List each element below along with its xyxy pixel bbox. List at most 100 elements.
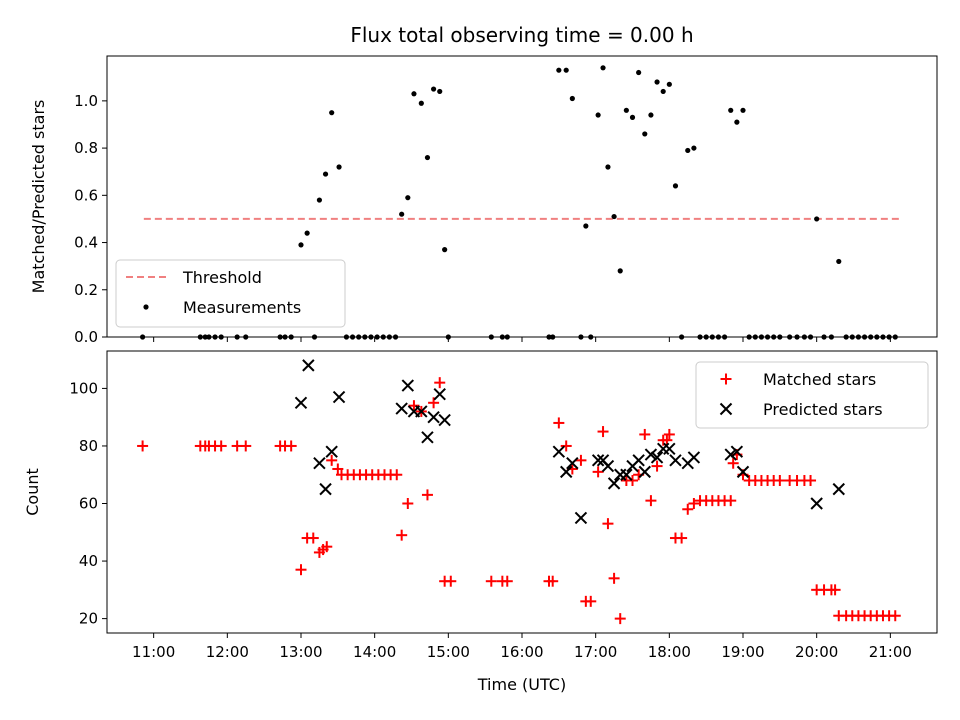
matched-point (307, 532, 319, 544)
measurements-legend-label: Measurements (183, 298, 301, 317)
matched-legend-label: Matched stars (763, 370, 876, 389)
x-tick-label: 21:00 (869, 643, 912, 661)
measurement-point (411, 91, 417, 97)
predicted-point-b (663, 442, 676, 456)
predicted-point (810, 497, 823, 510)
predicted-point (736, 465, 750, 479)
predicted-point-b (421, 431, 434, 444)
measurement-point (424, 154, 431, 161)
top-y-tick-label: 0.6 (74, 186, 98, 204)
predicted-point (607, 477, 621, 490)
measurement-point (642, 131, 648, 137)
matched-point (485, 575, 497, 587)
predicted-point-b (620, 468, 633, 481)
measurement-point (600, 65, 606, 71)
predicted-point-b (591, 454, 605, 467)
measurement-point (672, 183, 679, 189)
predicted-point (601, 459, 615, 473)
matched-legend-marker (720, 373, 732, 385)
matched-point (627, 474, 639, 486)
bottom-y-axis-label: Count (23, 468, 42, 516)
measurement-point (728, 107, 734, 113)
matched-point (215, 440, 227, 452)
measurement-point (605, 164, 611, 170)
matched-point (421, 489, 433, 501)
measurement-point (418, 100, 424, 106)
matched-point (428, 397, 440, 409)
measurement-point (569, 95, 575, 102)
matched-point (585, 595, 597, 607)
bottom-plot-frame (106, 350, 938, 634)
x-tick-label: 18:00 (648, 643, 691, 661)
predicted-point (433, 387, 446, 401)
top-y-tick-label: 0.2 (74, 281, 98, 299)
predicted-point (574, 511, 588, 525)
measurement-point (611, 213, 617, 220)
top-y-tick-label: 0.0 (74, 328, 98, 346)
matched-point (547, 575, 559, 587)
predicted-stars-series (294, 359, 845, 525)
top-y-tick-label: 0.8 (74, 139, 98, 157)
matched-point (321, 541, 333, 553)
matched-point (639, 428, 651, 440)
measurement-point (563, 67, 569, 73)
predicted-point-b (325, 445, 338, 458)
measurement-point (442, 247, 448, 253)
top-plot-frame (106, 55, 938, 338)
x-tick-label: 14:00 (353, 643, 396, 661)
matched-point (725, 495, 737, 507)
predicted-legend-label: Predicted stars (763, 400, 883, 419)
x-tick-label: 19:00 (721, 643, 764, 661)
predicted-point (319, 482, 332, 496)
matched-point (402, 498, 414, 510)
matched-legend-swatch (720, 373, 732, 385)
predicted-point-b (302, 359, 315, 372)
measurement-point (617, 268, 623, 274)
matched-point (805, 474, 817, 486)
matched-point (501, 575, 513, 587)
predicted-point-b (552, 445, 566, 458)
predicted-point (401, 379, 415, 392)
x-tick-label: 16:00 (500, 643, 543, 661)
chart-title: Flux total observing time = 0.00 h (350, 23, 693, 47)
matched-point (645, 495, 657, 507)
measurement-point (437, 88, 443, 95)
measurement-point (329, 110, 335, 116)
measurement-point (595, 112, 601, 118)
predicted-point-b (415, 405, 428, 418)
matched-point (688, 498, 700, 510)
predicted-point (559, 465, 573, 479)
predicted-point-b (566, 457, 579, 470)
x-tick-label: 17:00 (574, 643, 617, 661)
predicted-point (687, 451, 701, 464)
measurement-point (556, 67, 562, 73)
bottom-y-tick-label: 100 (69, 379, 98, 397)
predicted-point-b (294, 396, 308, 410)
predicted-point (591, 454, 605, 467)
predicted-point (552, 445, 566, 458)
predicted-point-b (433, 387, 446, 401)
matched-point (295, 564, 307, 576)
matched-point (651, 460, 663, 472)
predicted-point-b (313, 457, 326, 470)
bottom-legend-box (695, 361, 929, 429)
bottom-y-tick-label: 80 (79, 437, 98, 455)
predicted-point-b (401, 379, 415, 392)
top-x-axis-ticks (153, 337, 891, 342)
measurement-point (322, 171, 329, 177)
matched-point (829, 584, 841, 596)
top-y-axis-ticks: 0.0 0.2 0.4 0.6 0.8 1.0 (74, 92, 107, 346)
matched-point (326, 454, 338, 466)
top-y-tick-label: 0.4 (74, 234, 98, 252)
predicted-point-b (669, 454, 682, 467)
predicted-point (325, 445, 338, 458)
predicted-point (427, 410, 440, 424)
measurement-point (836, 258, 842, 265)
bottom-legend: Matched stars Predicted stars (695, 361, 929, 429)
measurement-point (734, 119, 740, 125)
predicted-point-b (736, 465, 750, 479)
predicted-point-b (730, 445, 744, 458)
matched-point (553, 417, 565, 429)
predicted-point (724, 448, 737, 461)
matched-point (682, 503, 694, 515)
